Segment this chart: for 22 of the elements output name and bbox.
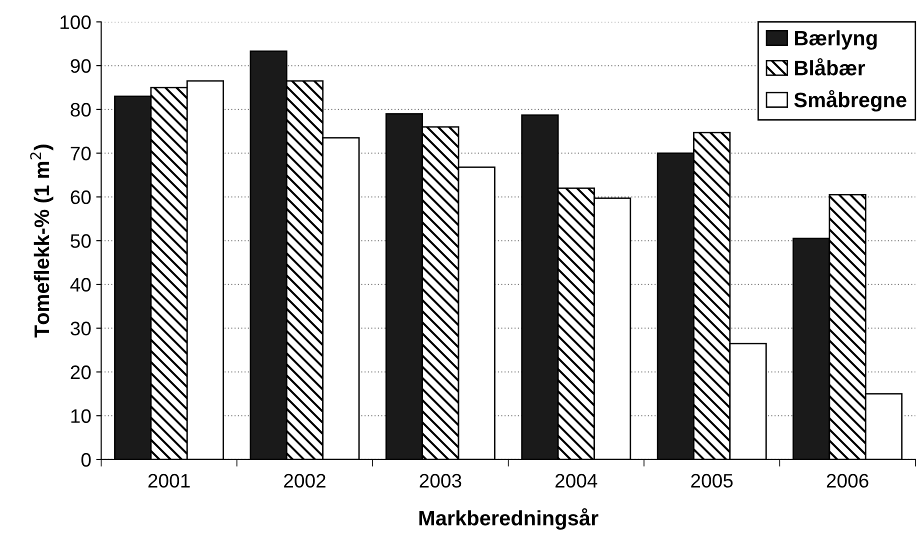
- legend-label: Bærlyng: [795, 30, 877, 50]
- y-tick-label: 40: [70, 278, 91, 292]
- y-tick-label: 100: [60, 15, 91, 30]
- y-tick-label: 20: [70, 365, 91, 380]
- y-tick-label: 0: [81, 452, 91, 467]
- x-tick-label: 2003: [420, 474, 462, 488]
- y-tick-label: 90: [70, 59, 91, 73]
- y-tick-label: 80: [70, 102, 91, 117]
- x-tick-label: 2004: [556, 474, 598, 488]
- x-tick-label: 2002: [284, 474, 326, 488]
- x-axis-title: Markberedningsår: [419, 508, 598, 530]
- x-tick-label: 2006: [826, 474, 868, 488]
- y-tick-label: 30: [70, 322, 91, 336]
- legend-label: Blåbær: [795, 58, 866, 76]
- y-tick-label: 50: [70, 234, 91, 248]
- y-tick-label: 60: [70, 190, 91, 204]
- y-axis-title: Tomeflekk-% (1 m$^{2}$): [30, 144, 54, 338]
- legend-label: Småbregne: [794, 90, 906, 112]
- x-tick-label: 2001: [148, 474, 190, 488]
- x-tick-label: 2005: [691, 474, 733, 488]
- y-tick-label: 70: [70, 146, 91, 160]
- y-tick-label: 10: [71, 409, 91, 423]
